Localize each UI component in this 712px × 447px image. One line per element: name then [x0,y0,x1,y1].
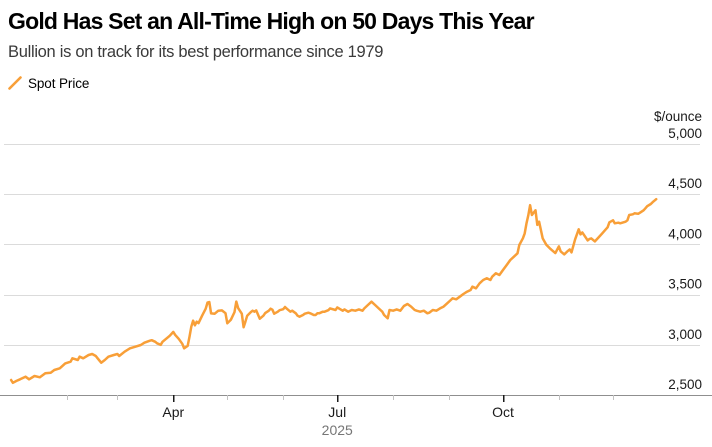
chart-subtitle: Bullion is on track for its best perform… [8,43,384,61]
y-axis-tick-label: 4,500 [668,176,702,191]
y-axis-tick-label: 3,000 [668,327,702,342]
y-axis-unit-label: $/ounce [654,109,702,124]
legend-label: Spot Price [28,75,90,91]
chart-title: Gold Has Set an All-Time High on 50 Days… [8,8,535,34]
x-axis-month-label: Oct [492,404,514,420]
y-axis-tick-label: 5,000 [668,126,702,141]
x-axis-month-label: Apr [162,404,184,420]
y-axis-tick-label: 2,500 [668,377,702,392]
legend: Spot Price [8,74,89,92]
spot-price-line [9,197,658,385]
y-axis-tick-label: 4,000 [668,226,702,241]
legend-line-icon [8,76,22,90]
x-axis-month-label: Jul [328,404,346,420]
x-axis-year-label: 2025 [322,422,353,438]
y-axis-tick-label: 3,500 [668,277,702,292]
